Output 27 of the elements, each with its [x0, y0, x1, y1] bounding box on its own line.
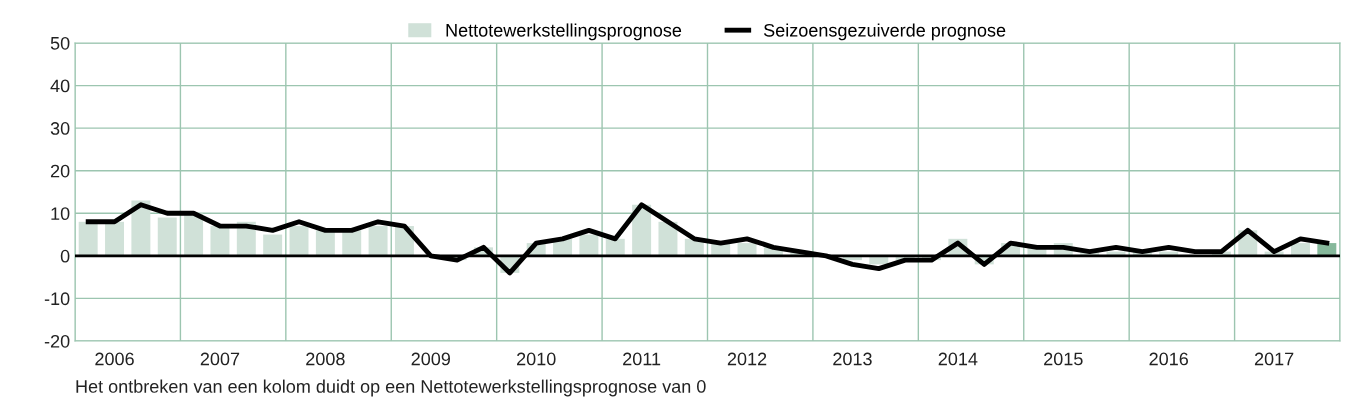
x-tick-label: 2007 [200, 352, 240, 366]
x-tick-label: 2006 [95, 352, 134, 366]
y-tick-label: 0 [60, 249, 70, 263]
bar [368, 226, 388, 256]
bar [78, 221, 98, 256]
x-tick-label: 2012 [727, 352, 767, 366]
y-tick-label: 20 [50, 164, 70, 178]
x-tick-label: 2015 [1044, 352, 1083, 366]
legend-label: Seizoensgezuiverde prognose [763, 23, 1006, 41]
x-tick-label: 2013 [833, 352, 872, 366]
y-tick-label: 50 [50, 36, 70, 50]
y-tick-label: -20 [44, 334, 70, 348]
x-tick-label: 2017 [1254, 352, 1294, 366]
y-tick-label: 30 [50, 122, 70, 135]
x-tick-label: 2011 [623, 352, 661, 366]
y-tick-label: -10 [44, 292, 70, 306]
bar [157, 217, 177, 256]
x-tick-label: 2010 [517, 352, 556, 366]
x-tick-label: 2009 [411, 352, 451, 366]
bar [105, 221, 125, 256]
legend-label: Nettotewerkstellingsprognose [446, 23, 682, 41]
text: Het ontbreken van een kolom duidt op een Nettotewerkstellingsprognose van 0 [76, 379, 706, 397]
x-tick-label: 2008 [306, 352, 345, 366]
x-tick-label: 2016 [1149, 352, 1188, 366]
y-tick-label: 10 [51, 207, 70, 221]
y-tick-label: 40 [50, 79, 70, 93]
x-tick-label: 2014 [938, 352, 978, 366]
